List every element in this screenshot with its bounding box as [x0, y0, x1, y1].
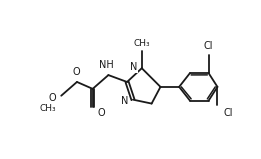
Text: O: O — [98, 107, 105, 118]
Text: NH: NH — [99, 60, 114, 70]
Text: O: O — [72, 67, 80, 77]
Text: CH₃: CH₃ — [39, 104, 56, 113]
Text: N: N — [130, 62, 138, 72]
Text: Cl: Cl — [223, 108, 233, 118]
Text: N: N — [121, 96, 128, 106]
Text: Cl: Cl — [204, 41, 213, 51]
Text: CH₃: CH₃ — [133, 39, 150, 48]
Text: O: O — [49, 93, 56, 103]
